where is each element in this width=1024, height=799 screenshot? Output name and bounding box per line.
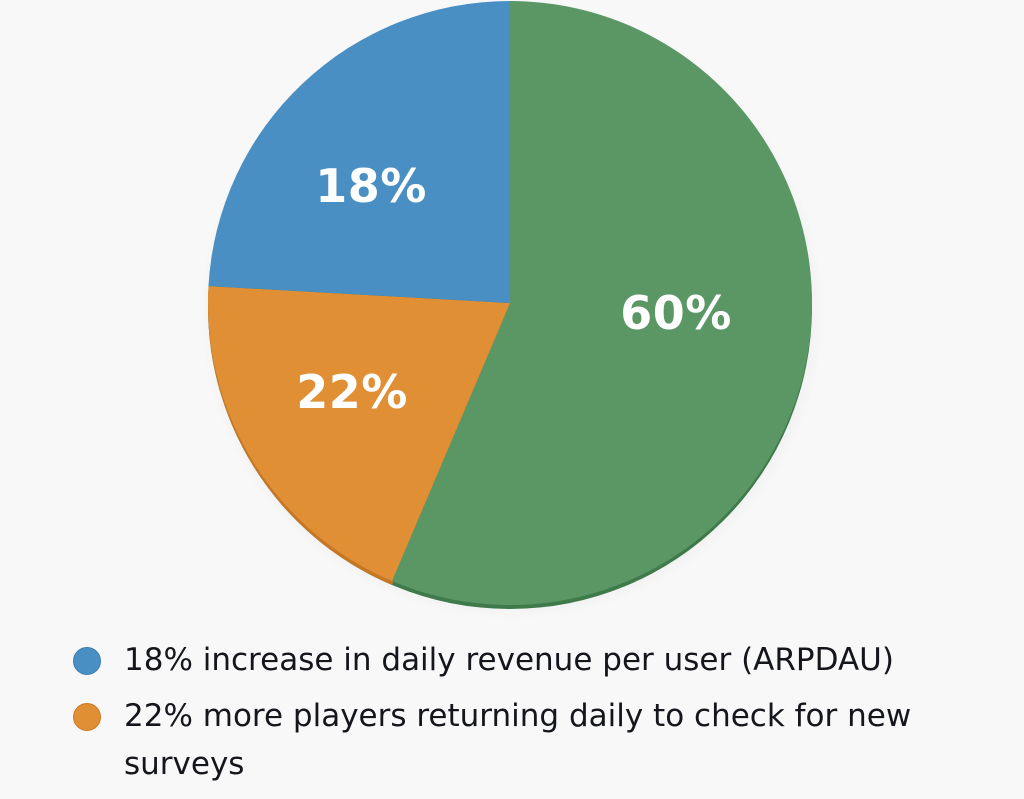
slice-22-percent xyxy=(208,286,510,581)
legend-dot-blue-icon xyxy=(73,647,101,675)
chart-legend: 18% increase in daily revenue per user (… xyxy=(72,636,992,796)
legend-item-returning-players: 22% more players returning daily to chec… xyxy=(72,692,992,788)
slice-label-60: 60% xyxy=(620,286,732,340)
legend-dot-orange-icon xyxy=(73,703,101,731)
pie-chart: 18% 22% 60% xyxy=(200,1,824,620)
slice-label-18: 18% xyxy=(315,159,427,213)
slice-18-percent xyxy=(208,1,510,303)
legend-item-arpdau: 18% increase in daily revenue per user (… xyxy=(72,636,992,684)
pie-chart-graphic xyxy=(200,1,824,620)
slice-60-percent xyxy=(391,1,812,606)
slice-label-22: 22% xyxy=(296,365,408,419)
legend-text: 22% more players returning daily to chec… xyxy=(124,698,912,782)
legend-text: 18% increase in daily revenue per user (… xyxy=(124,642,894,678)
